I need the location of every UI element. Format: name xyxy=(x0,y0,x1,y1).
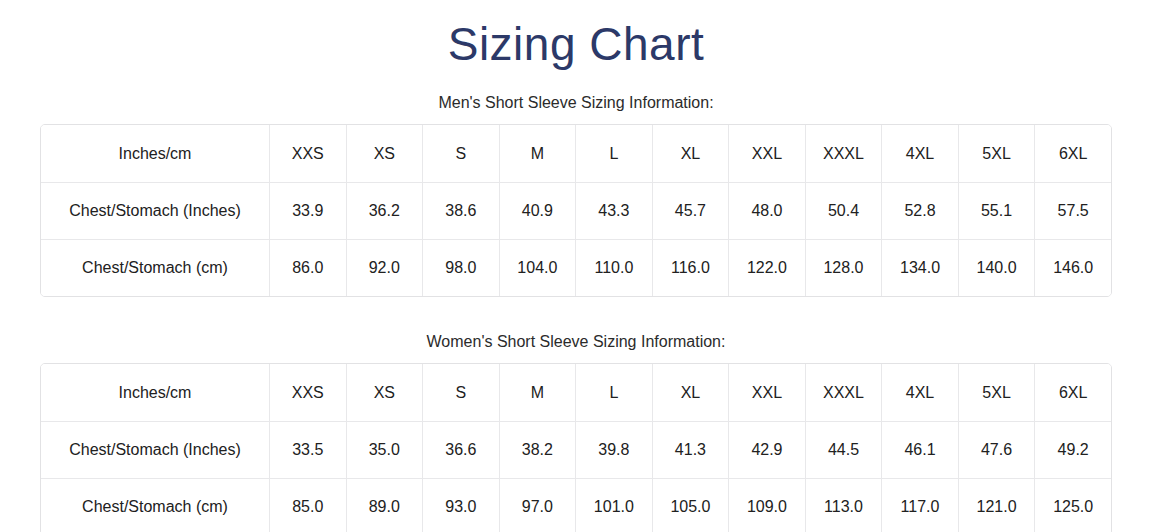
measurement-value-cell: 101.0 xyxy=(575,478,652,532)
measurement-value-cell: 116.0 xyxy=(652,239,729,296)
measurement-value-cell: 98.0 xyxy=(422,239,499,296)
table-subtitle: Women's Short Sleeve Sizing Information: xyxy=(40,334,1112,350)
measurement-value-cell: 109.0 xyxy=(728,478,805,532)
measurement-value-cell: 33.5 xyxy=(269,421,346,478)
measurement-value-cell: 52.8 xyxy=(881,182,958,239)
size-header-cell: 6XL xyxy=(1034,364,1111,421)
measurement-value-cell: 105.0 xyxy=(652,478,729,532)
measurement-value-cell: 89.0 xyxy=(346,478,423,532)
sizing-chart-page: Sizing Chart Men's Short Sleeve Sizing I… xyxy=(0,0,1152,532)
sizing-table-block: Men's Short Sleeve Sizing Information: I… xyxy=(40,95,1112,297)
size-header-cell: XXS xyxy=(269,364,346,421)
measurement-value-cell: 146.0 xyxy=(1034,239,1111,296)
measurement-value-cell: 128.0 xyxy=(805,239,882,296)
size-header-cell: 6XL xyxy=(1034,125,1111,182)
size-header-row: Inches/cmXXSXSSMLXLXXLXXXL4XL5XL6XL xyxy=(41,125,1111,182)
size-header-cell: XL xyxy=(652,125,729,182)
size-header-cell: XXL xyxy=(728,364,805,421)
measurement-value-cell: 44.5 xyxy=(805,421,882,478)
units-header-cell: Inches/cm xyxy=(41,125,269,182)
size-header-cell: XS xyxy=(346,364,423,421)
measurement-value-cell: 40.9 xyxy=(499,182,576,239)
size-header-cell: M xyxy=(499,125,576,182)
size-header-row: Inches/cmXXSXSSMLXLXXLXXXL4XL5XL6XL xyxy=(41,364,1111,421)
measurement-value-cell: 121.0 xyxy=(958,478,1035,532)
measurement-value-cell: 55.1 xyxy=(958,182,1035,239)
measurement-row: Chest/Stomach (Inches)33.535.036.638.239… xyxy=(41,421,1111,478)
measurement-value-cell: 134.0 xyxy=(881,239,958,296)
size-header-cell: 4XL xyxy=(881,125,958,182)
measurement-value-cell: 43.3 xyxy=(575,182,652,239)
measurement-value-cell: 42.9 xyxy=(728,421,805,478)
sizing-table-block: Women's Short Sleeve Sizing Information:… xyxy=(40,334,1112,532)
measurement-value-cell: 50.4 xyxy=(805,182,882,239)
measurement-value-cell: 49.2 xyxy=(1034,421,1111,478)
measurement-value-cell: 46.1 xyxy=(881,421,958,478)
sizing-tables-container: Men's Short Sleeve Sizing Information: I… xyxy=(40,95,1112,532)
measurement-value-cell: 39.8 xyxy=(575,421,652,478)
row-label-cell: Chest/Stomach (cm) xyxy=(41,478,269,532)
measurement-value-cell: 117.0 xyxy=(881,478,958,532)
size-header-cell: L xyxy=(575,125,652,182)
measurement-value-cell: 41.3 xyxy=(652,421,729,478)
measurement-value-cell: 140.0 xyxy=(958,239,1035,296)
sizing-table: Inches/cmXXSXSSMLXLXXLXXXL4XL5XL6XL Ches… xyxy=(40,363,1112,532)
measurement-row: Chest/Stomach (Inches)33.936.238.640.943… xyxy=(41,182,1111,239)
measurement-value-cell: 36.6 xyxy=(422,421,499,478)
measurement-value-cell: 36.2 xyxy=(346,182,423,239)
size-header-cell: 5XL xyxy=(958,125,1035,182)
page-title: Sizing Chart xyxy=(40,20,1112,68)
measurement-value-cell: 92.0 xyxy=(346,239,423,296)
measurement-row: Chest/Stomach (cm)85.089.093.097.0101.01… xyxy=(41,478,1111,532)
measurement-value-cell: 125.0 xyxy=(1034,478,1111,532)
size-header-cell: XXS xyxy=(269,125,346,182)
size-header-cell: XL xyxy=(652,364,729,421)
measurement-value-cell: 104.0 xyxy=(499,239,576,296)
units-header-cell: Inches/cm xyxy=(41,364,269,421)
size-header-cell: S xyxy=(422,364,499,421)
measurement-value-cell: 57.5 xyxy=(1034,182,1111,239)
size-header-cell: 4XL xyxy=(881,364,958,421)
measurement-value-cell: 97.0 xyxy=(499,478,576,532)
row-label-cell: Chest/Stomach (Inches) xyxy=(41,421,269,478)
measurement-value-cell: 93.0 xyxy=(422,478,499,532)
measurement-value-cell: 85.0 xyxy=(269,478,346,532)
size-header-cell: XXL xyxy=(728,125,805,182)
measurement-value-cell: 47.6 xyxy=(958,421,1035,478)
measurement-row: Chest/Stomach (cm)86.092.098.0104.0110.0… xyxy=(41,239,1111,296)
measurement-value-cell: 48.0 xyxy=(728,182,805,239)
size-header-cell: M xyxy=(499,364,576,421)
row-label-cell: Chest/Stomach (Inches) xyxy=(41,182,269,239)
measurement-value-cell: 45.7 xyxy=(652,182,729,239)
measurement-value-cell: 110.0 xyxy=(575,239,652,296)
measurement-value-cell: 38.6 xyxy=(422,182,499,239)
measurement-value-cell: 38.2 xyxy=(499,421,576,478)
measurement-value-cell: 122.0 xyxy=(728,239,805,296)
size-header-cell: L xyxy=(575,364,652,421)
measurement-value-cell: 113.0 xyxy=(805,478,882,532)
size-header-cell: 5XL xyxy=(958,364,1035,421)
table-subtitle: Men's Short Sleeve Sizing Information: xyxy=(40,95,1112,111)
size-header-cell: XXXL xyxy=(805,364,882,421)
size-header-cell: XS xyxy=(346,125,423,182)
measurement-value-cell: 33.9 xyxy=(269,182,346,239)
size-header-cell: XXXL xyxy=(805,125,882,182)
sizing-table: Inches/cmXXSXSSMLXLXXLXXXL4XL5XL6XL Ches… xyxy=(40,124,1112,297)
row-label-cell: Chest/Stomach (cm) xyxy=(41,239,269,296)
measurement-value-cell: 35.0 xyxy=(346,421,423,478)
size-header-cell: S xyxy=(422,125,499,182)
measurement-value-cell: 86.0 xyxy=(269,239,346,296)
